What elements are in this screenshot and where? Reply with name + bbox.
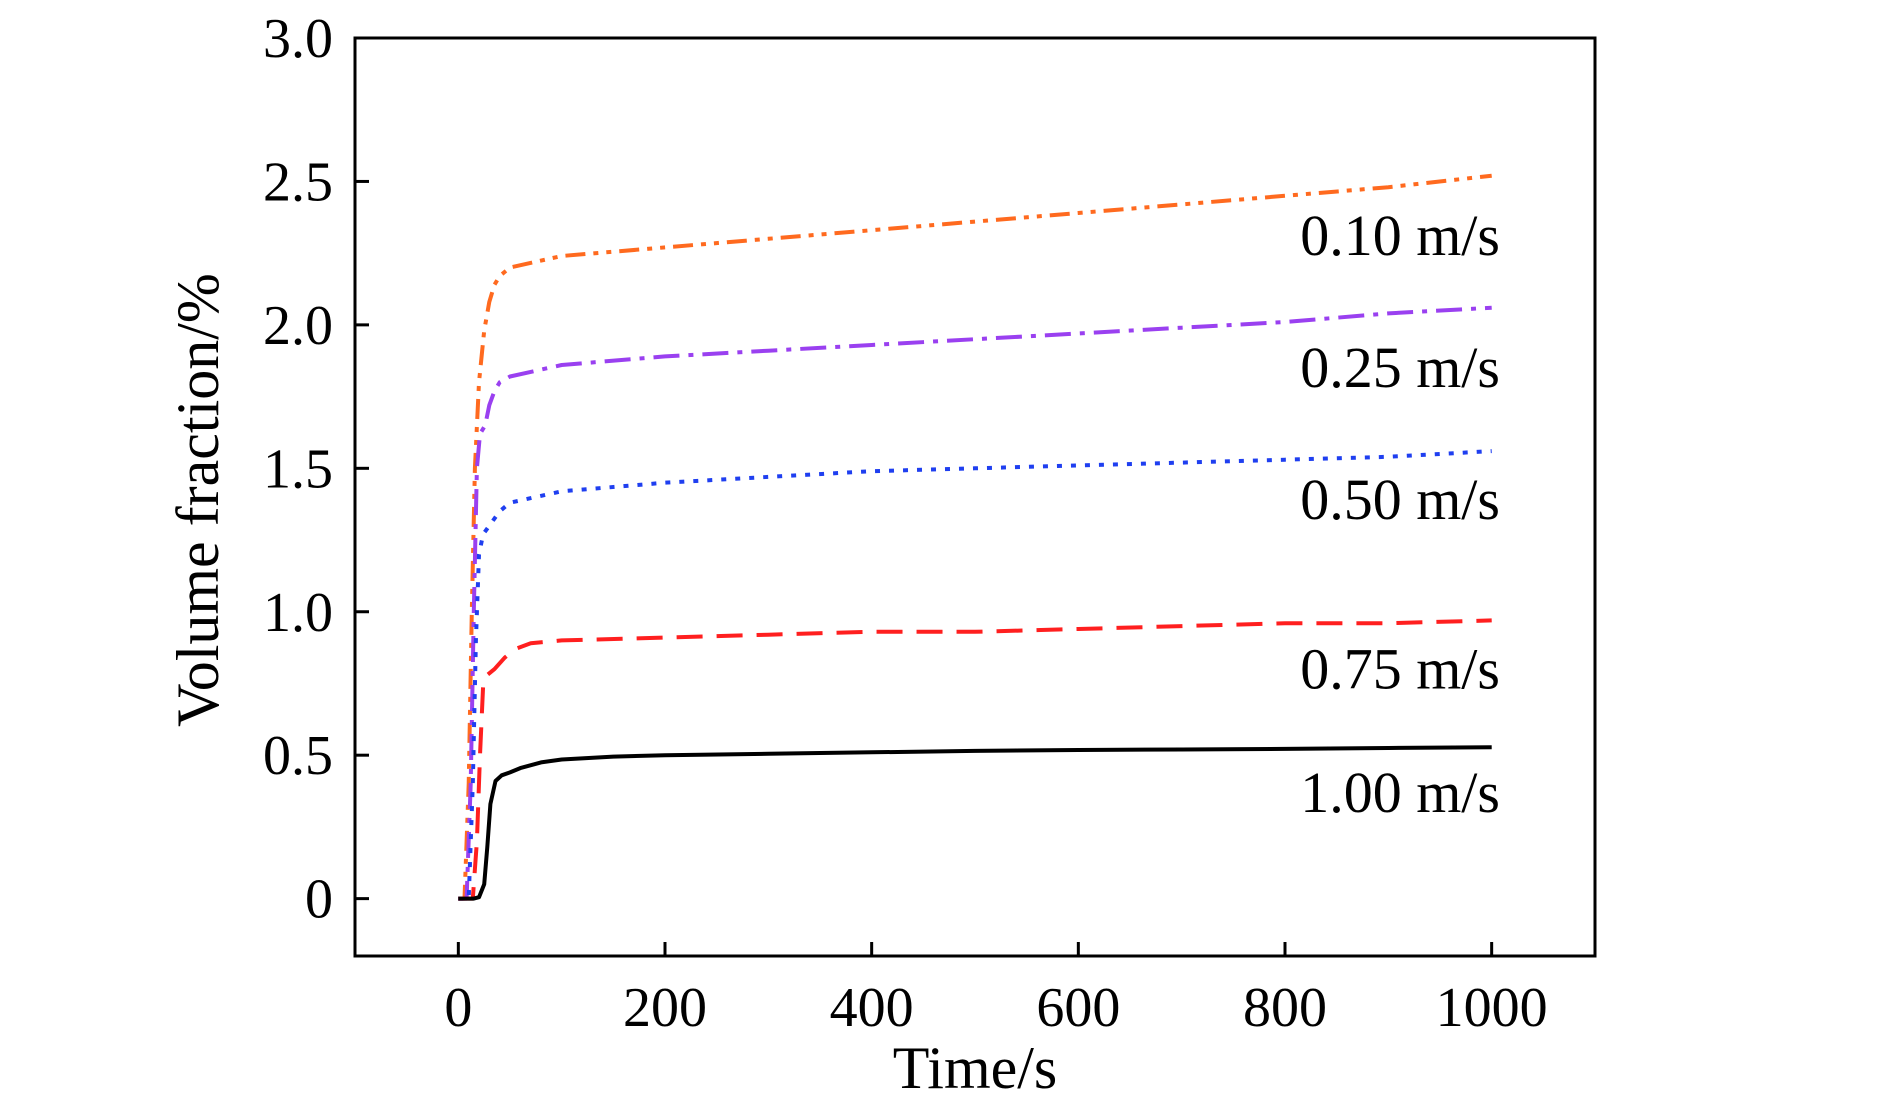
series-label-1: 0.25 m/s	[1300, 335, 1500, 400]
x-tick-label: 200	[623, 977, 707, 1039]
y-tick-label: 2.0	[263, 295, 333, 357]
x-axis-ticks: 0 200 400 600 800 1000	[444, 942, 1548, 1039]
y-tick-label: 0	[305, 869, 333, 931]
x-tick-label: 400	[830, 977, 914, 1039]
series-labels: 0.10 m/s 0.25 m/s 0.50 m/s 0.75 m/s 1.00 m/s	[1300, 203, 1500, 825]
series-label-2: 0.50 m/s	[1300, 467, 1500, 532]
y-tick-label: 0.5	[263, 725, 333, 787]
series-layer	[458, 173, 1492, 901]
y-tick-label: 3.0	[263, 8, 333, 70]
x-tick-label: 600	[1036, 977, 1120, 1039]
x-tick-label: 1000	[1436, 977, 1548, 1039]
x-axis-title: Time/s	[893, 1035, 1058, 1097]
series-label-3: 0.75 m/s	[1300, 636, 1500, 701]
series-line-3	[458, 618, 1492, 901]
y-tick-label: 1.0	[263, 582, 333, 644]
series-label-0: 0.10 m/s	[1300, 203, 1500, 268]
y-tick-label: 1.5	[263, 438, 333, 500]
x-tick-label: 800	[1243, 977, 1327, 1039]
y-tick-label: 2.5	[263, 151, 333, 213]
series-label-4: 1.00 m/s	[1300, 760, 1500, 825]
y-axis-ticks: 0 0.5 1.0 1.5 2.0 2.5 3.0	[263, 8, 369, 931]
y-axis-title: Volume fraction/%	[165, 273, 231, 727]
series-line-1	[458, 305, 1492, 901]
series-line-2	[458, 449, 1492, 901]
series-line-4	[458, 745, 1492, 901]
plot-frame	[353, 36, 1597, 958]
x-tick-label: 0	[444, 977, 472, 1039]
